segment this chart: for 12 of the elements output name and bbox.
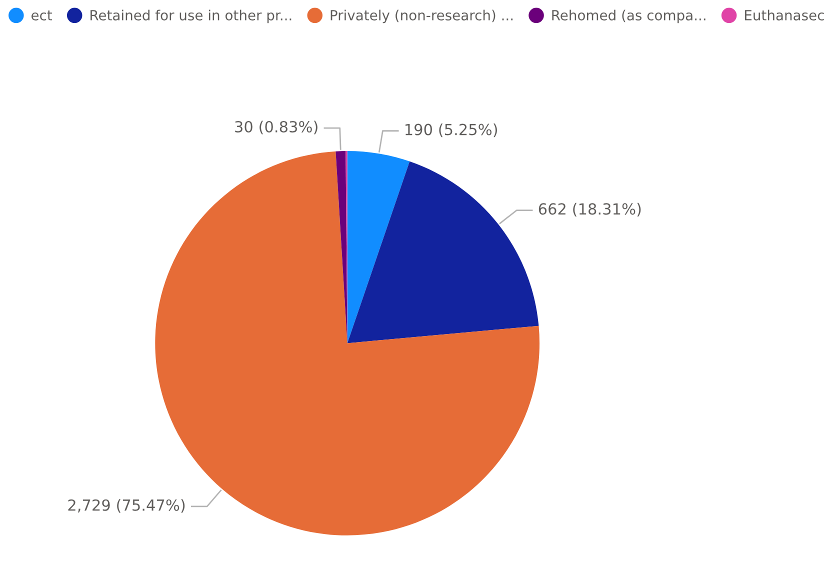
data-label: 2,729 (75.47%) <box>68 499 185 513</box>
pie-slice <box>347 151 410 344</box>
pie-slice <box>336 151 348 344</box>
data-label: 30 (0.83%) <box>235 120 318 134</box>
legend-label: Rehomed (as compa... <box>552 10 706 24</box>
legend-label: Privately (non-research) ... <box>330 10 513 24</box>
legend-label: Retained for use in other pr... <box>90 10 292 24</box>
data-label: 190 (5.25%) <box>406 123 498 138</box>
data-label: 662 (18.31%) <box>538 202 641 217</box>
legend-label: ect <box>32 10 52 20</box>
pie-slice <box>347 161 539 344</box>
legend-label: Euthanasec <box>745 10 824 20</box>
